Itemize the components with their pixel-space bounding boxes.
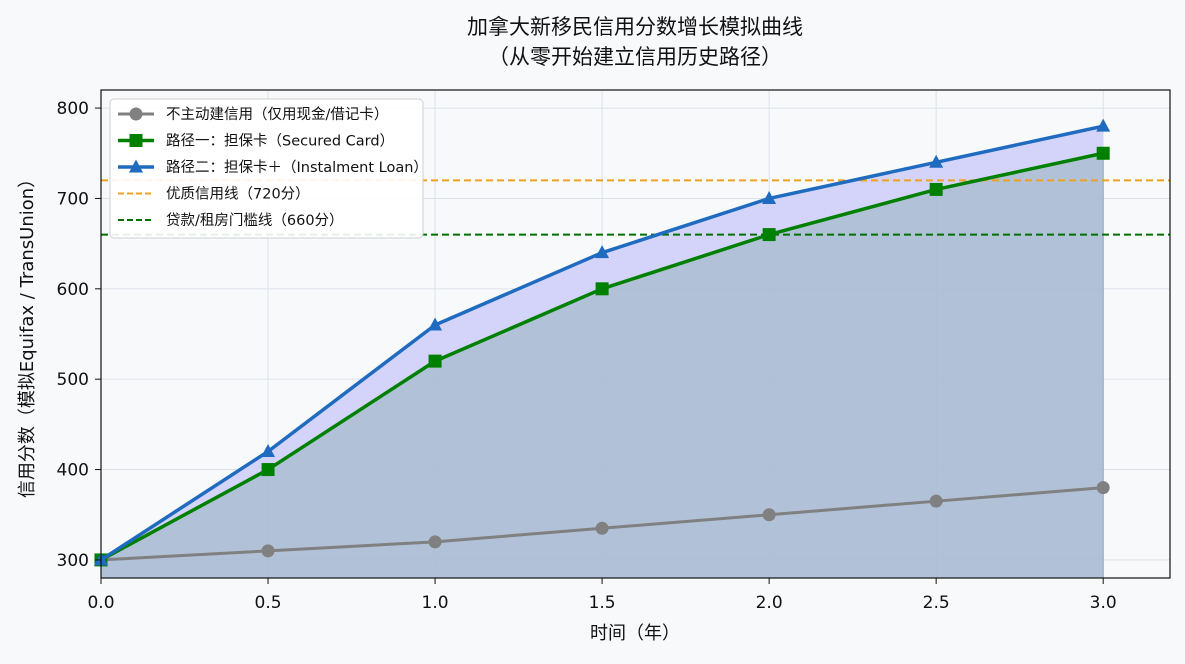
x-tick-label: 1.5 — [589, 593, 616, 613]
series-1-point — [261, 544, 275, 558]
legend-item: 贷款/租房门槛线（660分） — [118, 212, 344, 229]
series-1-point — [428, 535, 442, 549]
series-2-point — [762, 228, 776, 242]
legend-marker — [129, 107, 143, 121]
y-tick-label: 600 — [57, 280, 89, 300]
series-2-point — [929, 182, 943, 196]
x-tick-label: 3.0 — [1090, 593, 1117, 613]
legend-item: 路径一：担保卡（Secured Card） — [118, 133, 394, 150]
series-3-point — [261, 443, 276, 457]
legend-label: 优质信用线（720分） — [166, 186, 310, 203]
y-tick-label: 300 — [57, 551, 89, 571]
x-axis-label: 时间（年） — [590, 623, 680, 644]
series-3-point — [762, 190, 777, 204]
legend-box — [109, 98, 424, 239]
y-tick-label: 800 — [57, 99, 89, 119]
legend: 不主动建信用（仅用现金/借记卡） 路径一：担保卡（Secured Card） 路径二… — [109, 98, 428, 239]
series-1-point — [1096, 481, 1110, 495]
legend-item: 优质信用线（720分） — [118, 186, 310, 203]
legend-label: 贷款/租房门槛线（660分） — [166, 212, 344, 229]
plot-frame — [100, 89, 1171, 579]
legend-label: 路径二：担保卡＋（Instalment Loan） — [166, 159, 428, 176]
series-1-point — [595, 521, 609, 535]
chart-title-line2: （从零开始建立信用历史路径） — [488, 45, 782, 69]
y-tick-label: 400 — [57, 461, 89, 481]
series-3-point — [929, 154, 944, 168]
series-2-point — [1096, 146, 1110, 160]
y-axis-label: 信用分数（模拟Equifax / TransUnion） — [17, 170, 38, 498]
legend-item: 不主动建信用（仅用现金/借记卡） — [118, 106, 388, 123]
legend-item: 路径二：担保卡＋（Instalment Loan） — [118, 159, 428, 176]
series-3-point — [1096, 118, 1111, 132]
y-tick-label: 700 — [57, 189, 89, 209]
y-tick-label: 500 — [57, 370, 89, 390]
series-2-point — [261, 463, 275, 477]
series-1-point — [762, 508, 776, 522]
legend-label: 路径一：担保卡（Secured Card） — [166, 133, 394, 150]
series-2-point — [428, 354, 442, 368]
legend-label: 不主动建信用（仅用现金/借记卡） — [166, 106, 388, 123]
series-2-point — [595, 282, 609, 296]
plot-area: 0.0 0.5 1.0 1.5 2.0 2.5 3.0 300 400 500 600 700 800 不… — [57, 89, 1171, 613]
x-tick-label: 2.5 — [923, 593, 950, 613]
legend-marker — [129, 159, 143, 173]
chart-title-line1: 加拿大新移民信用分数增长模拟曲线 — [467, 15, 803, 39]
series-1-point — [929, 494, 943, 508]
series-3-point — [595, 245, 610, 259]
area-fill-between-paths — [101, 126, 1104, 560]
x-tick-label: 1.0 — [422, 593, 449, 613]
series-3-point — [428, 317, 443, 331]
legend-marker — [129, 134, 143, 147]
x-tick-label: 0.0 — [87, 593, 114, 613]
series-2 — [94, 146, 1110, 567]
x-tick-label: 0.5 — [255, 593, 282, 613]
x-tick-label: 2.0 — [756, 593, 783, 613]
